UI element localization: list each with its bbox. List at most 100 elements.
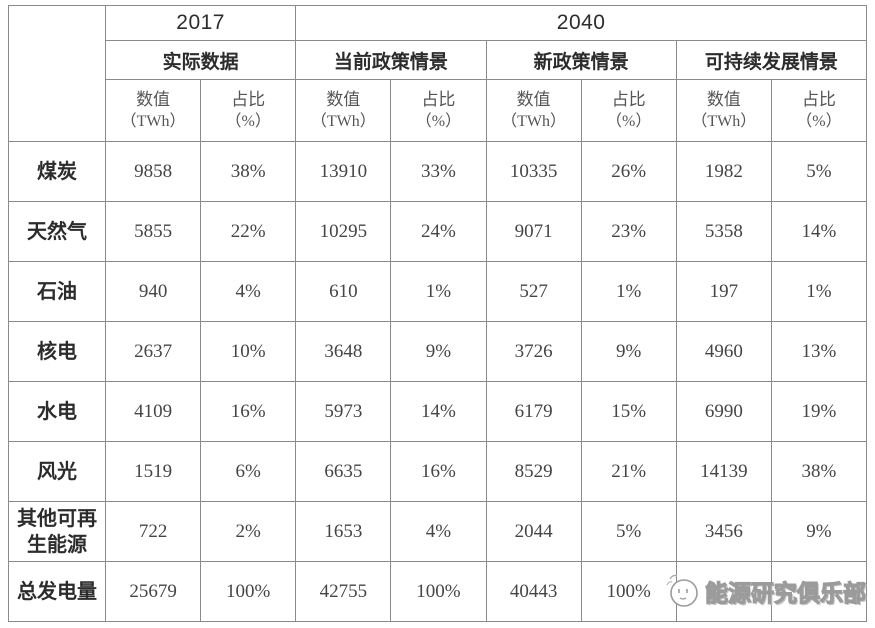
metric-share-header: 占比 （%） <box>200 79 297 142</box>
metric-share-label: 占比 <box>801 89 836 109</box>
generation-mix-table: 2017 2040 实际数据 当前政策情景 新政策情景 可持续发展情景 数值 （T… <box>8 5 868 622</box>
header-row-metrics: 数值 （TWh） 占比 （%） 数值 （TWh） 占比 （%） 数值 （TWh） 占比 （%… <box>9 79 868 142</box>
metric-share-label: 占比 <box>611 89 646 109</box>
cell-cps-value: 10295 <box>295 201 392 262</box>
table-row-total: 总发电量 25679 100% 42755 100% 40443 100% <box>8 561 868 622</box>
metric-value-label: 数值 <box>136 89 171 109</box>
cell-nps-value: 2044 <box>485 501 582 562</box>
row-label-cell: 石油 <box>8 261 106 322</box>
row-label: 风光 <box>37 460 77 483</box>
cell-sds-value <box>675 561 772 622</box>
cell-cps-value: 6635 <box>295 441 392 502</box>
cell-cps-share: 4% <box>390 501 487 562</box>
cell-sds-share: 13% <box>770 321 868 382</box>
metric-value-unit: （TWh） <box>310 113 376 131</box>
metric-share-header: 占比 （%） <box>390 79 487 142</box>
row-label-cell: 其他可再生能源 <box>8 501 106 562</box>
cell-sds-value: 14139 <box>675 441 772 502</box>
metric-share-header: 占比 （%） <box>770 79 868 142</box>
cell-2017-value: 25679 <box>104 561 202 622</box>
cell-nps-value: 9071 <box>485 201 582 262</box>
cell-nps-value: 527 <box>485 261 582 322</box>
cell-sds-share: 19% <box>770 381 868 442</box>
table-row-nuclear: 核电 2637 10% 3648 9% 3726 9% 4960 13% <box>8 321 868 382</box>
cell-2017-share: 16% <box>200 381 297 442</box>
cell-cps-value: 1653 <box>295 501 392 562</box>
cell-cps-share: 14% <box>390 381 487 442</box>
cell-nps-value: 40443 <box>485 561 582 622</box>
scenario-sustainable-header: 可持续发展情景 <box>675 40 868 80</box>
cell-sds-value: 6990 <box>675 381 772 442</box>
cell-sds-value: 3456 <box>675 501 772 562</box>
metric-share-unit: （%） <box>225 113 271 131</box>
row-label: 石油 <box>37 280 77 303</box>
metric-share-unit: （%） <box>415 113 462 131</box>
cell-sds-value: 5358 <box>675 201 772 262</box>
cell-sds-share <box>770 561 868 622</box>
cell-2017-value: 1519 <box>104 441 202 502</box>
metric-value-header: 数值 （TWh） <box>295 79 392 142</box>
cell-2017-value: 4109 <box>104 381 202 442</box>
metric-share-label: 占比 <box>421 89 456 109</box>
row-label-cell: 水电 <box>8 381 106 442</box>
cell-nps-value: 3726 <box>485 321 582 382</box>
cell-nps-share: 100% <box>580 561 677 622</box>
cell-2017-share: 4% <box>200 261 297 322</box>
cell-cps-share: 1% <box>390 261 487 322</box>
cell-2017-value: 940 <box>104 261 202 322</box>
header-row-scenarios: 实际数据 当前政策情景 新政策情景 可持续发展情景 <box>9 40 868 80</box>
corner-cell-empty <box>8 5 106 142</box>
table-row-gas: 天然气 5855 22% 10295 24% 9071 23% 5358 14% <box>8 201 868 262</box>
metric-share-header: 占比 （%） <box>580 79 677 142</box>
row-label: 核电 <box>37 340 77 363</box>
cell-2017-value: 722 <box>104 501 202 562</box>
row-label: 煤炭 <box>37 160 77 183</box>
cell-nps-share: 21% <box>580 441 677 502</box>
scenario-new-policy-header: 新政策情景 <box>485 40 677 80</box>
cell-2017-share: 38% <box>200 141 297 202</box>
cell-nps-value: 8529 <box>485 441 582 502</box>
cell-sds-share: 9% <box>770 501 868 562</box>
table-row-coal: 煤炭 9858 38% 13910 33% 10335 26% 1982 5% <box>8 141 868 202</box>
cell-sds-value: 1982 <box>675 141 772 202</box>
scenario-actual-header: 实际数据 <box>104 40 297 80</box>
cell-cps-share: 33% <box>390 141 487 202</box>
cell-cps-share: 16% <box>390 441 487 502</box>
metric-value-header: 数值 （TWh） <box>675 79 772 142</box>
row-label-cell: 总发电量 <box>8 561 106 622</box>
metric-value-label: 数值 <box>516 89 551 109</box>
metric-value-header: 数值 （TWh） <box>485 79 582 142</box>
cell-cps-share: 24% <box>390 201 487 262</box>
row-label-cell: 风光 <box>8 441 106 502</box>
row-label: 其他可再生能源 <box>17 507 97 556</box>
row-label: 总发电量 <box>17 580 97 603</box>
cell-nps-share: 15% <box>580 381 677 442</box>
metric-value-unit: （TWh） <box>501 113 566 131</box>
row-label: 水电 <box>37 400 77 423</box>
metric-value-unit: （TWh） <box>691 113 757 131</box>
metric-share-label: 占比 <box>231 89 266 109</box>
year-2017-header: 2017 <box>104 5 297 41</box>
cell-sds-value: 197 <box>675 261 772 322</box>
cell-nps-share: 9% <box>580 321 677 382</box>
row-label-cell: 煤炭 <box>8 141 106 202</box>
cell-cps-share: 9% <box>390 321 487 382</box>
cell-sds-share: 14% <box>770 201 868 262</box>
metric-value-label: 数值 <box>326 89 361 109</box>
cell-cps-value: 13910 <box>295 141 392 202</box>
table-row-wind-solar: 风光 1519 6% 6635 16% 8529 21% 14139 38% <box>8 441 868 502</box>
cell-sds-share: 38% <box>770 441 868 502</box>
cell-2017-value: 9858 <box>104 141 202 202</box>
cell-2017-share: 2% <box>200 501 297 562</box>
cell-sds-value: 4960 <box>675 321 772 382</box>
metric-value-header: 数值 （TWh） <box>104 79 202 142</box>
cell-cps-share: 100% <box>390 561 487 622</box>
cell-nps-value: 10335 <box>485 141 582 202</box>
cell-cps-value: 3648 <box>295 321 392 382</box>
cell-2017-share: 6% <box>200 441 297 502</box>
cell-2017-value: 5855 <box>104 201 202 262</box>
cell-2017-value: 2637 <box>104 321 202 382</box>
table-row-hydro: 水电 4109 16% 5973 14% 6179 15% 6990 19% <box>8 381 868 442</box>
scenario-current-policy-header: 当前政策情景 <box>295 40 487 80</box>
